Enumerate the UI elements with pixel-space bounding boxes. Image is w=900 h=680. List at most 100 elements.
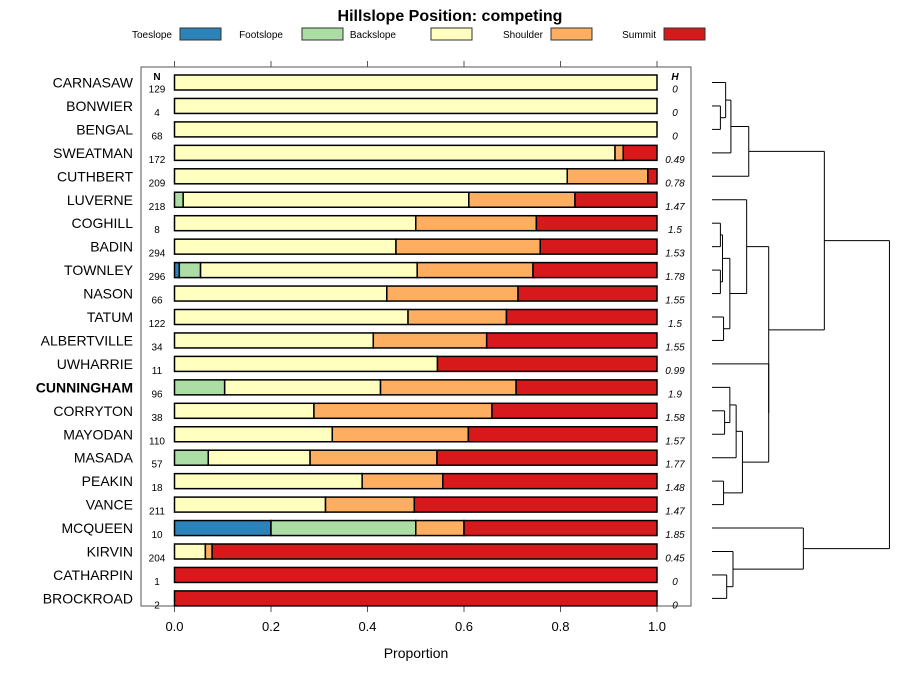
legend-swatch-summit	[663, 27, 706, 41]
row-mayodan: MAYODAN 110 1.57	[63, 426, 685, 447]
bar-segment-summit	[491, 402, 658, 420]
row-label: ALBERTVILLE	[41, 332, 133, 348]
legend: Toeslope Footslope Backslope Shoulder Summit	[132, 27, 706, 41]
bar-segment-summit	[211, 543, 658, 560]
bar-segment-shoulder	[614, 144, 624, 162]
row-cunningham: CUNNINGHAM 96 1.9	[36, 379, 682, 400]
h-value: 0	[672, 131, 678, 142]
row-label: TATUM	[87, 309, 133, 325]
bar-segment-summit	[647, 168, 658, 185]
legend-label-shoulder: Shoulder	[503, 30, 544, 41]
bar-segment-shoulder	[566, 168, 649, 185]
bar-segment-backslope	[173, 144, 616, 162]
x-tick-label: 0.0	[165, 619, 183, 634]
x-tick-label: 0.6	[455, 619, 473, 634]
row-label: BADIN	[90, 239, 133, 255]
bar-segment-footslope	[173, 449, 210, 466]
bar-segment-shoulder	[386, 285, 519, 302]
x-tick-label: 0.8	[551, 619, 569, 634]
bar-segment-shoulder	[313, 402, 493, 420]
bar-segment-backslope	[173, 168, 569, 185]
n-value: 57	[151, 460, 163, 471]
h-value: 0	[672, 600, 678, 611]
row-peakin: PEAKIN 18 1.48	[82, 472, 685, 494]
row-nason: NASON 66 1.55	[83, 285, 685, 307]
row-label: VANCE	[86, 497, 133, 513]
row-label: CUNNINGHAM	[36, 379, 133, 395]
h-value: 0	[672, 108, 678, 119]
bar-segment-summit	[622, 144, 658, 162]
row-vance: VANCE 211 1.47	[86, 496, 685, 518]
bar-segment-summit	[535, 214, 658, 232]
n-value: 218	[149, 202, 166, 213]
row-label: CORRYTON	[53, 403, 133, 419]
bar-segment-footslope	[173, 191, 184, 208]
bar-segment-summit	[436, 449, 658, 466]
row-bonwier: BONWIER 4 0	[66, 97, 678, 119]
row-corryton: CORRYTON 38 1.58	[53, 402, 685, 424]
h-value: 1.5	[668, 225, 682, 236]
bar-segment-shoulder	[331, 426, 470, 443]
x-axis: 0.0 0.2 0.4 0.6 0.8 1.0	[165, 61, 666, 634]
n-value: 296	[149, 272, 166, 283]
bar-segment-backslope	[207, 449, 311, 466]
row-label: BROCKROAD	[43, 590, 133, 606]
legend-label-footslope: Footslope	[239, 30, 283, 41]
h-value: 0	[672, 85, 678, 96]
row-luverne: LUVERNE 218 1.47	[67, 191, 685, 213]
n-value: 10	[151, 530, 163, 541]
n-value: 129	[149, 85, 166, 96]
row-catharpin: CATHARPIN 1 0	[53, 566, 678, 588]
legend-label-summit: Summit	[622, 30, 656, 41]
bar-segment-footslope	[270, 519, 417, 537]
bar-segment-summit	[463, 519, 658, 537]
row-label: MAYODAN	[63, 426, 133, 442]
row-label: PEAKIN	[82, 473, 133, 489]
bar-segment-summit	[442, 472, 658, 490]
h-value: 1.55	[665, 296, 685, 307]
row-kirvin: KIRVIN 204 0.45	[87, 543, 685, 565]
bar-segment-backslope	[223, 379, 382, 396]
row-masada: MASADA 57 1.77	[74, 449, 685, 471]
bar-segment-summit	[574, 191, 658, 208]
row-uwharrie: UWHARRIE 11 0.99	[57, 355, 685, 377]
bar-segment-summit	[515, 379, 658, 396]
row-sweatman: SWEATMAN 172 0.49	[53, 144, 685, 166]
bar-segment-shoulder	[324, 496, 416, 513]
row-label: UWHARRIE	[57, 356, 133, 372]
bar-segment-toeslope	[173, 519, 272, 537]
n-value: 110	[149, 436, 165, 447]
bar-segment-backslope	[173, 308, 409, 326]
row-coghill: COGHILL 8 1.5	[72, 214, 682, 236]
bar-segment-summit	[539, 238, 658, 255]
row-label: MASADA	[74, 450, 134, 466]
h-value: 1.48	[665, 483, 685, 494]
x-axis-label: Proportion	[384, 645, 449, 661]
bar-segment-footslope	[178, 261, 202, 279]
bar-segment-shoulder	[372, 332, 488, 349]
bar-segment-backslope	[182, 191, 470, 208]
bar-segment-backslope	[173, 285, 388, 302]
legend-swatch-shoulder	[550, 27, 593, 41]
n-value: 1	[154, 577, 160, 588]
bar-segment-summit	[485, 332, 658, 349]
row-townley: TOWNLEY 296 1.78	[64, 261, 685, 283]
row-label: TOWNLEY	[64, 262, 134, 278]
row-tatum: TATUM 122 1.5	[87, 308, 682, 330]
n-value: 96	[151, 389, 163, 400]
bar-segment-backslope	[173, 496, 327, 513]
bar-segment-backslope	[173, 543, 207, 560]
bar-segment-backslope	[173, 332, 375, 349]
h-value: 1.53	[665, 249, 685, 260]
bar-segment-summit	[173, 566, 658, 584]
row-label: NASON	[83, 286, 133, 302]
row-label: CATHARPIN	[53, 567, 133, 583]
bar-segment-backslope	[173, 238, 397, 255]
bar-segment-shoulder	[395, 238, 541, 255]
h-value: 1.5	[668, 319, 682, 330]
n-value: 4	[154, 108, 160, 119]
bar-segment-shoulder	[407, 308, 508, 326]
bar-segment-shoulder	[415, 519, 465, 537]
bar-segment-shoulder	[204, 543, 213, 560]
